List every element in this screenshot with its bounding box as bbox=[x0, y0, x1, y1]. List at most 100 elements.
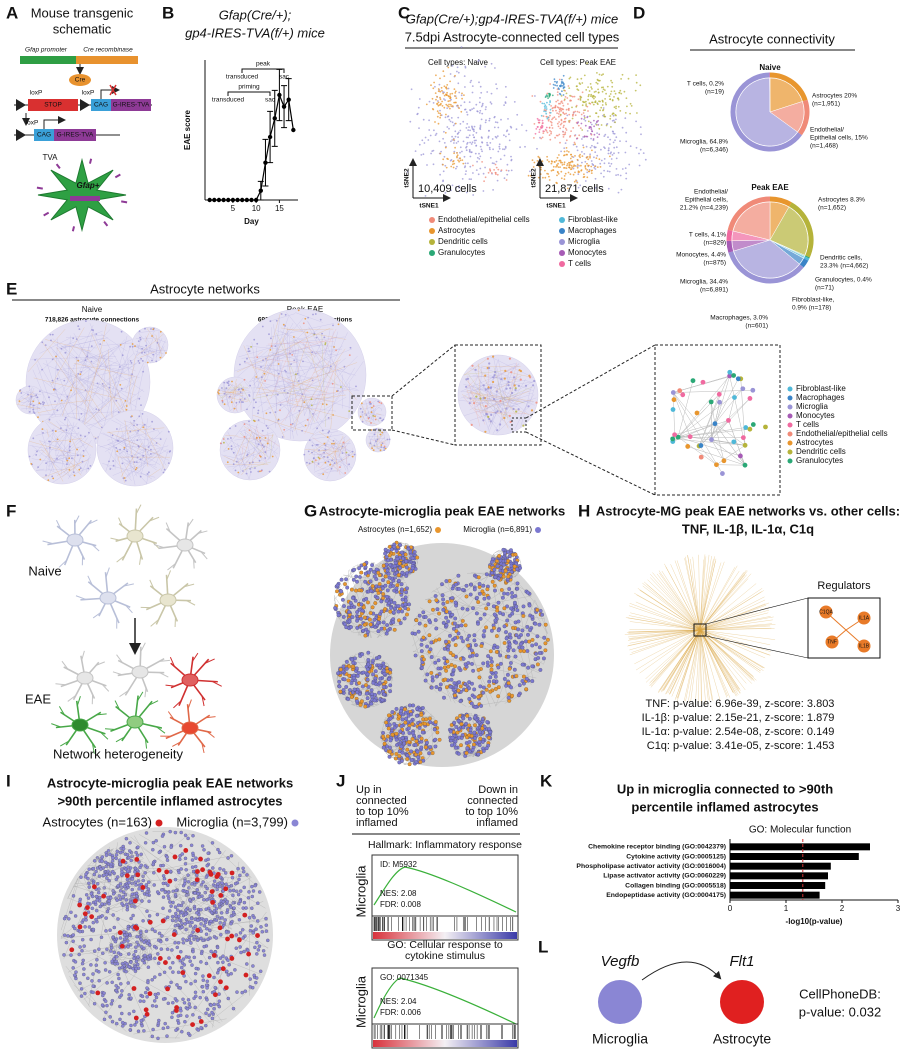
network-node bbox=[326, 436, 329, 438]
cell-dot bbox=[552, 165, 555, 168]
network-node bbox=[538, 668, 543, 672]
network-node bbox=[376, 570, 381, 575]
cell-soma bbox=[126, 715, 144, 729]
network-node bbox=[49, 446, 51, 449]
cell-dot bbox=[639, 126, 642, 128]
tva-receptor bbox=[43, 211, 50, 217]
network-node bbox=[77, 359, 80, 362]
network-node bbox=[349, 625, 353, 629]
network-node bbox=[450, 735, 455, 740]
network-node bbox=[131, 343, 134, 345]
network-edge bbox=[136, 333, 164, 356]
cell-dot bbox=[644, 158, 647, 161]
network-node bbox=[433, 737, 438, 742]
network-node bbox=[396, 609, 401, 614]
network-node bbox=[516, 627, 520, 632]
network-node bbox=[42, 401, 44, 404]
network-node bbox=[403, 720, 408, 725]
data-point bbox=[226, 197, 231, 203]
network-node bbox=[436, 666, 441, 671]
network-node bbox=[95, 408, 98, 410]
cell-dot bbox=[576, 78, 579, 81]
network-edge bbox=[102, 342, 133, 346]
cell-branch bbox=[192, 652, 199, 662]
network-edge bbox=[380, 441, 386, 443]
cell-dot bbox=[555, 181, 558, 184]
network-edge bbox=[159, 340, 166, 352]
cell-dot bbox=[446, 115, 449, 118]
cell-dot bbox=[587, 158, 590, 161]
cell-dot bbox=[544, 176, 547, 179]
network-edge bbox=[286, 328, 334, 330]
network-edge bbox=[494, 386, 517, 416]
panel-letter: G bbox=[304, 501, 317, 520]
network-node bbox=[312, 313, 314, 316]
network-blob bbox=[216, 376, 254, 414]
cell-dot bbox=[615, 118, 617, 121]
network-node bbox=[382, 692, 387, 697]
network-edge bbox=[326, 443, 353, 457]
cell-dot bbox=[564, 167, 566, 169]
network-edge bbox=[118, 437, 162, 442]
network-node bbox=[66, 395, 69, 398]
cell-dot bbox=[539, 100, 542, 103]
network-node bbox=[385, 588, 390, 593]
network-node bbox=[323, 442, 326, 445]
network-edge bbox=[267, 431, 270, 448]
network-node bbox=[380, 446, 383, 448]
network-node bbox=[79, 373, 82, 376]
network-node bbox=[388, 723, 392, 727]
network-node bbox=[428, 720, 433, 725]
network-node bbox=[513, 376, 516, 379]
cell-dot bbox=[496, 135, 499, 138]
network-edge bbox=[224, 383, 233, 395]
network-node bbox=[345, 585, 350, 590]
cell-dot bbox=[638, 152, 640, 155]
cell-dot bbox=[418, 98, 421, 100]
cell-dot bbox=[478, 152, 480, 155]
network-edge bbox=[499, 363, 516, 368]
cell-dot bbox=[555, 134, 558, 137]
cell-dot bbox=[554, 84, 557, 87]
network-edge bbox=[116, 448, 131, 478]
network-node bbox=[394, 731, 399, 736]
network-node bbox=[458, 699, 463, 703]
network-node bbox=[400, 570, 405, 575]
network-edge bbox=[266, 316, 289, 381]
cell-dot bbox=[426, 164, 428, 166]
network-node bbox=[308, 439, 311, 442]
cell-dot bbox=[480, 148, 483, 151]
pie-slice bbox=[732, 201, 771, 241]
cell-dot bbox=[424, 136, 427, 139]
network-node bbox=[503, 416, 506, 420]
network-edge bbox=[652, 572, 701, 631]
network-node bbox=[371, 658, 376, 663]
cell-branch bbox=[149, 516, 160, 522]
network-edge bbox=[466, 375, 479, 389]
network-node bbox=[384, 720, 389, 725]
network-node bbox=[537, 651, 542, 655]
cell-dot bbox=[576, 149, 579, 152]
cell-dot bbox=[544, 169, 546, 172]
cell-dot bbox=[446, 104, 449, 107]
cell-dot bbox=[562, 131, 565, 133]
network-node bbox=[36, 450, 38, 453]
cell-branch bbox=[206, 731, 215, 738]
network-node bbox=[671, 397, 677, 403]
cell-dot bbox=[568, 161, 570, 164]
network-edge bbox=[43, 363, 127, 400]
network-node bbox=[159, 438, 162, 440]
cell-dot bbox=[549, 83, 551, 85]
cell-dot bbox=[593, 146, 596, 149]
network-edge bbox=[673, 375, 730, 393]
network-edge bbox=[249, 317, 304, 383]
network-edge bbox=[65, 335, 105, 338]
network-node bbox=[410, 737, 415, 741]
data-point bbox=[253, 197, 259, 203]
pie-slice bbox=[735, 77, 798, 147]
network-node bbox=[354, 666, 359, 671]
network-node bbox=[323, 451, 325, 454]
network-node bbox=[239, 398, 242, 401]
network-edge bbox=[474, 383, 514, 404]
network-node bbox=[524, 639, 528, 644]
